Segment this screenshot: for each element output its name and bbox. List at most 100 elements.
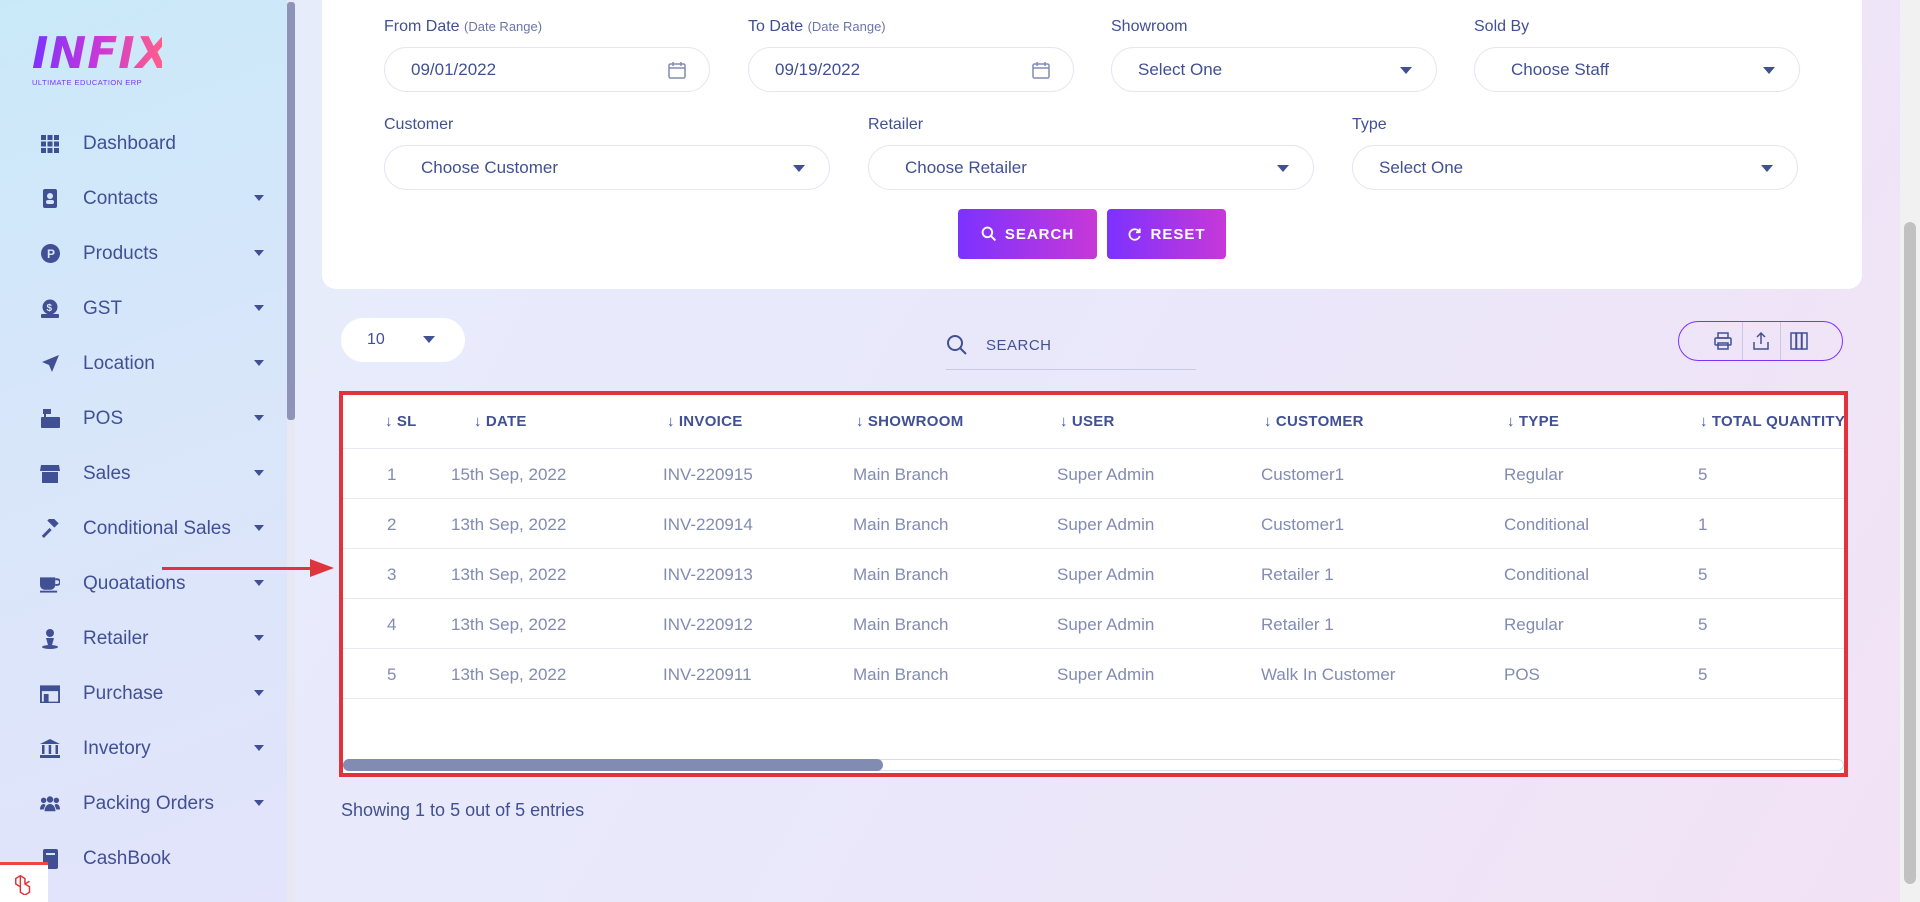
customer-select[interactable]: Choose Customer (384, 145, 830, 190)
cell-type: Regular (1504, 615, 1564, 634)
column-header-label: TOTAL QUANTITY (1711, 413, 1846, 430)
sidebar-item-conditional-sales[interactable]: Conditional Sales (40, 501, 272, 556)
sidebar-item-location[interactable]: Location (40, 336, 272, 391)
chevron-down-icon (254, 470, 264, 476)
column-header-showroom[interactable]: ↓ SHOWROOM (856, 413, 964, 430)
refresh-icon (1129, 227, 1142, 241)
sort-arrow-icon: ↓ (1264, 413, 1272, 430)
column-header-customer[interactable]: ↓ CUSTOMER (1264, 413, 1364, 430)
cell-sl: 2 (387, 515, 397, 534)
showroom-label: Showroom (1111, 18, 1188, 35)
cell-showroom: Main Branch (853, 515, 949, 534)
column-header-invoice[interactable]: ↓ INVOICE (667, 413, 743, 430)
sidebar-item-label: Sales (83, 462, 131, 484)
chevron-down-icon (254, 250, 264, 256)
column-header-type[interactable]: ↓ TYPE (1507, 413, 1559, 430)
table-row[interactable]: 3 13th Sep, 2022 INV-220913 Main Branch Supe… (343, 549, 1844, 599)
type-select[interactable]: Select One (1352, 145, 1798, 190)
sidebar-item-products[interactable]: P Products (40, 226, 272, 281)
table-horizontal-scrollbar-thumb[interactable] (343, 759, 883, 771)
sidebar-item-packing-orders[interactable]: Packing Orders (40, 776, 272, 831)
sidebar-item-gst[interactable]: $ GST (40, 281, 272, 336)
cell-user: Super Admin (1057, 665, 1155, 684)
column-header-total-quantity[interactable]: ↓ TOTAL QUANTITY (1700, 413, 1846, 430)
table-row[interactable]: 5 13th Sep, 2022 INV-220911 Main Branch Supe… (343, 649, 1844, 699)
search-button[interactable]: SEARCH (958, 209, 1097, 259)
product-p-icon: P (40, 244, 60, 264)
chevron-down-icon (254, 195, 264, 201)
retailer-select[interactable]: Choose Retailer (868, 145, 1314, 190)
page-scrollbar-thumb[interactable] (1904, 222, 1916, 884)
column-header-user[interactable]: ↓ USER (1060, 413, 1115, 430)
table-row[interactable]: 2 13th Sep, 2022 INV-220914 Main Branch Supe… (343, 499, 1844, 549)
table-row[interactable]: 1 15th Sep, 2022 INV-220915 Main Branch Supe… (343, 449, 1844, 499)
brand-tagline: ULTIMATE EDUCATION ERP (32, 78, 143, 87)
sidebar-item-quoatations[interactable]: Quoatations (40, 556, 272, 611)
sidebar-item-contacts[interactable]: Contacts (40, 171, 272, 226)
calendar-icon[interactable] (1031, 60, 1051, 80)
cell-user: Super Admin (1057, 515, 1155, 534)
cell-sl: 5 (387, 665, 397, 684)
columns-icon (1790, 332, 1808, 350)
sidebar-item-dashboard[interactable]: Dashboard (40, 116, 272, 171)
sidebar-item-purchase[interactable]: Purchase (40, 666, 272, 721)
person-icon (40, 628, 60, 649)
calendar-icon[interactable] (667, 60, 687, 80)
cell-showroom: Main Branch (853, 615, 949, 634)
table-search-input[interactable] (986, 332, 1186, 358)
sidebar-item-label: Quoatations (83, 572, 186, 594)
sort-arrow-icon: ↓ (1700, 413, 1708, 430)
cell-type: Conditional (1504, 565, 1590, 584)
cell-date: 15th Sep, 2022 (451, 465, 567, 484)
laravel-debug-icon[interactable] (0, 862, 48, 902)
cell-total-quantity: 5 (1698, 615, 1708, 634)
cell-invoice: INV-220915 (663, 465, 753, 484)
to-date-input[interactable]: 09/19/2022 (748, 47, 1074, 92)
sort-arrow-icon: ↓ (1060, 413, 1068, 430)
showroom-select[interactable]: Select One (1111, 47, 1437, 92)
from-date-input[interactable]: 09/01/2022 (384, 47, 710, 92)
from-date-hint: (Date Range) (464, 19, 543, 34)
column-header-label: SL (396, 413, 417, 430)
print-button[interactable] (1704, 322, 1742, 360)
sidebar-item-invetory[interactable]: Invetory (40, 721, 272, 776)
cell-type: POS (1504, 665, 1540, 684)
cell-customer: Walk In Customer (1261, 665, 1396, 684)
sidebar-item-sales[interactable]: Sales (40, 446, 272, 501)
cell-date: 13th Sep, 2022 (451, 565, 567, 584)
table-row[interactable]: 4 13th Sep, 2022 INV-220912 Main Branch Supe… (343, 599, 1844, 649)
cell-sl: 4 (387, 615, 397, 634)
column-header-sl[interactable]: ↓ SL (385, 413, 417, 430)
annotation-arrow-line (162, 567, 312, 570)
cell-customer: Customer1 (1261, 465, 1345, 484)
column-header-date[interactable]: ↓ DATE (474, 413, 527, 430)
sidebar-item-label: Retailer (83, 627, 149, 649)
sidebar-scrollbar-thumb[interactable] (287, 2, 295, 420)
brand-logo[interactable]: INFIX ULTIMATE EDUCATION ERP (32, 32, 170, 90)
cell-type: Conditional (1504, 515, 1590, 534)
sold-by-select[interactable]: Choose Staff (1474, 47, 1800, 92)
page-size-value: 10 (367, 331, 385, 348)
cell-sl: 1 (387, 465, 397, 484)
export-button[interactable] (1741, 322, 1780, 360)
cell-date: 13th Sep, 2022 (451, 615, 567, 634)
search-icon (981, 226, 996, 242)
sidebar-item-pos[interactable]: POS (40, 391, 272, 446)
cell-total-quantity: 5 (1698, 565, 1708, 584)
page-size-select[interactable]: 10 (341, 318, 465, 362)
chevron-down-icon (254, 580, 264, 586)
sort-arrow-icon: ↓ (1507, 413, 1515, 430)
dollar-badge-icon: $ (40, 299, 60, 319)
column-visibility-button[interactable] (1779, 322, 1818, 360)
from-date-label: From Date (Date Range) (384, 18, 542, 36)
type-label: Type (1352, 116, 1387, 133)
sidebar-item-cashbook[interactable]: CashBook (40, 831, 272, 886)
sidebar-item-retailer[interactable]: Retailer (40, 611, 272, 666)
sidebar-scrollbar-track[interactable] (287, 0, 295, 902)
upload-icon (1753, 331, 1769, 350)
reset-button[interactable]: RESET (1107, 209, 1226, 259)
column-header-label: CUSTOMER (1275, 413, 1364, 430)
column-header-label: TYPE (1518, 413, 1560, 430)
grid-icon (40, 134, 60, 154)
customer-selected-value: Choose Customer (421, 157, 559, 177)
